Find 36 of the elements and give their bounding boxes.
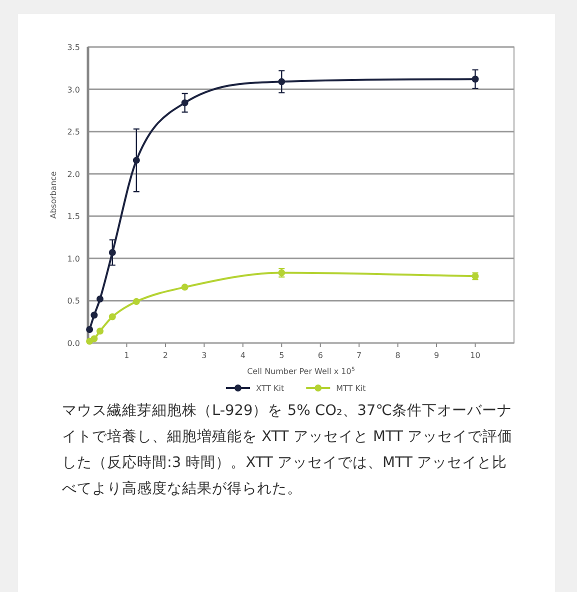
- x-tick-label: 4: [240, 351, 246, 360]
- x-tick-label: 2: [162, 351, 168, 360]
- point: [132, 298, 140, 306]
- point: [90, 312, 98, 319]
- y-tick-label: 1.0: [67, 254, 80, 264]
- x-tick-label: 6: [318, 351, 323, 360]
- point: [472, 76, 479, 83]
- point: [278, 78, 286, 86]
- x-tick-label: 10: [470, 351, 480, 360]
- y-tick-label: 1.5: [67, 212, 80, 222]
- point: [96, 296, 104, 303]
- point: [181, 99, 188, 106]
- x-tick-label: 3: [202, 351, 207, 360]
- x-tick-label: 5: [279, 351, 284, 360]
- text: マウス繊維芽細胞株（L-929）を 5% CO₂、37℃条件下オーバーナイトで培養し、細胞増殖能を XTT アッセイと MTT アッセイで評価した（反応時間:3 時間）。XTT アッセイでは、MTT アッセイと比べてより高感度な結果が得られた。: [62, 402, 514, 499]
- point: [86, 326, 94, 333]
- point: [90, 335, 98, 342]
- y-tick-label: 3.0: [67, 85, 80, 94]
- y-axis-title: Absorbance: [49, 171, 58, 219]
- legend-label: XTT Kit: [256, 384, 284, 393]
- point: [132, 156, 140, 164]
- legend-label: MTT Kit: [336, 384, 366, 393]
- y-tick-label: 2.5: [67, 128, 80, 137]
- x-tick-label: 8: [395, 351, 400, 360]
- x-tick-label: 1: [124, 351, 130, 360]
- point: [108, 249, 116, 256]
- y-tick-label: 0.0: [67, 339, 80, 348]
- point: [96, 328, 104, 335]
- x-tick-label: 9: [434, 351, 440, 360]
- y-tick-label: 0.5: [67, 296, 80, 306]
- point: [181, 284, 188, 291]
- y-tick-label: 3.5: [67, 43, 80, 52]
- point: [108, 313, 116, 320]
- y-tick-label: 2.0: [67, 170, 80, 179]
- x-axis-title: Cell Number Per Well x 10$^{5}$: [247, 366, 356, 376]
- x-tick-label: 7: [356, 351, 362, 360]
